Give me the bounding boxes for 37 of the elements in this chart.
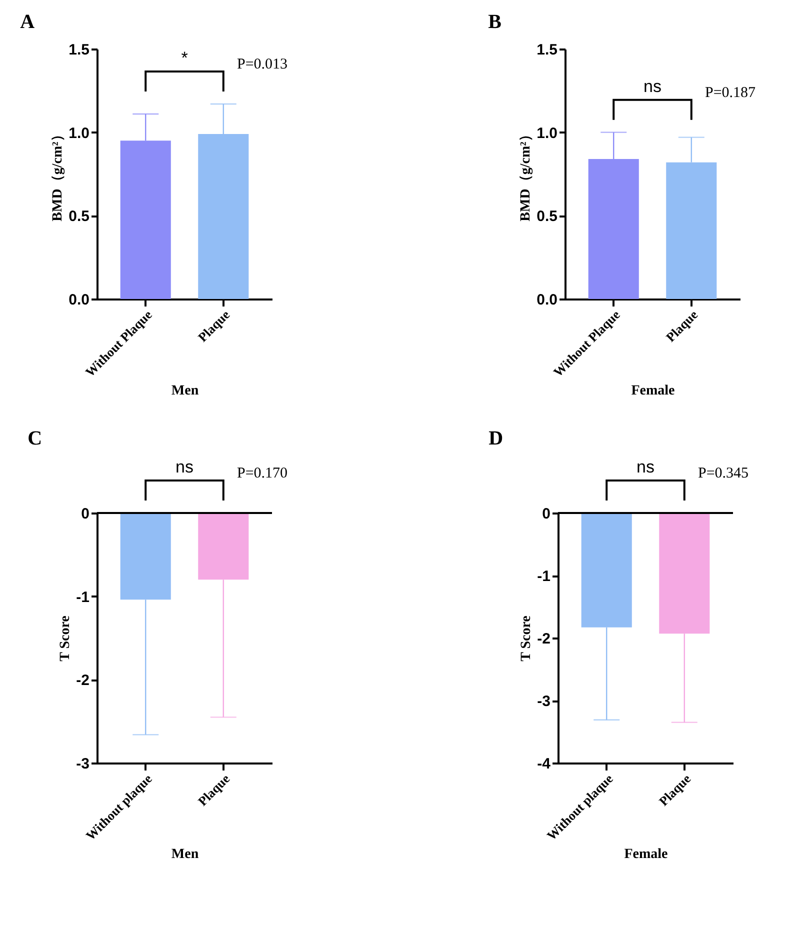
- y-tick-label: -1: [76, 588, 90, 606]
- annotation: P=0.013: [237, 56, 288, 72]
- chart-title: D: [488, 428, 504, 450]
- y-tick-label: 0: [81, 506, 90, 522]
- y-tick-label: 1.0: [68, 124, 90, 142]
- y-tick-label: -1: [537, 568, 550, 585]
- y-tick-label: 0: [542, 506, 550, 522]
- annotation: *: [181, 48, 188, 68]
- text: ns: [636, 458, 654, 476]
- y-tick-label: 0.0: [68, 292, 90, 308]
- y-axis-title: T Score: [519, 616, 534, 662]
- chart-title: A: [20, 11, 36, 33]
- x-axis-title: Men: [171, 847, 199, 862]
- y-tick-label: -3: [537, 693, 550, 710]
- annotation: ns: [644, 76, 662, 96]
- y-tick-label: 1.5: [68, 42, 90, 58]
- y-tick-label: 0.0: [536, 292, 558, 308]
- chart-title: B: [488, 11, 502, 33]
- x-axis-title: Men: [171, 384, 199, 399]
- text: P=0.170: [237, 466, 288, 482]
- y-tick-label: 1.5: [536, 42, 558, 58]
- annotation: P=0.187: [705, 84, 756, 101]
- y-axis-title: BMD（g/cm²）: [50, 128, 66, 222]
- y-tick-label: 0.5: [68, 208, 90, 226]
- text: P=0.345: [698, 466, 749, 482]
- y-tick-label: -2: [537, 630, 550, 648]
- chart-title: C: [28, 428, 42, 450]
- y-tick-label: -4: [537, 756, 552, 772]
- y-tick-label: -2: [76, 672, 90, 690]
- y-tick-label: -3: [76, 756, 90, 772]
- text: ns: [176, 458, 194, 476]
- y-axis-title: T Score: [58, 616, 74, 662]
- x-axis-title: Female: [631, 384, 675, 399]
- y-tick-label: 0.5: [536, 208, 558, 226]
- y-tick-label: 1.0: [536, 124, 558, 142]
- y-axis-title: BMD（g/cm²）: [518, 128, 534, 222]
- x-axis-title: Female: [624, 847, 668, 862]
